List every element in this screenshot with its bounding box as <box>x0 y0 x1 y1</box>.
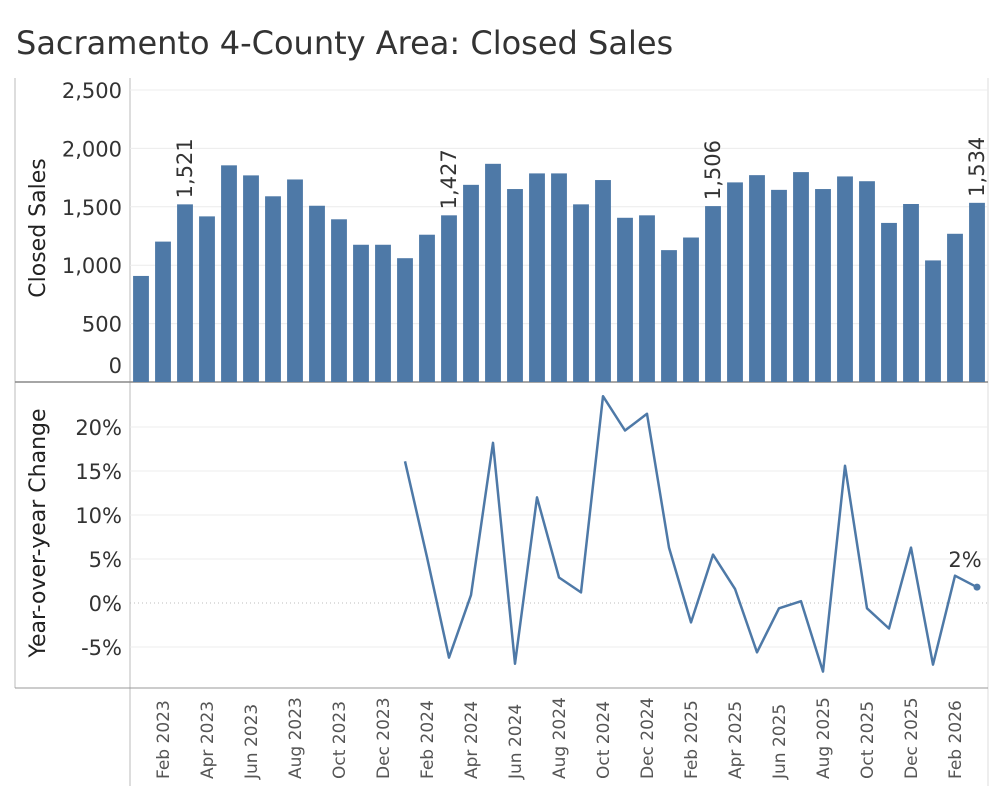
x-tick-label: Aug 2023 <box>286 697 306 779</box>
bar <box>309 205 325 382</box>
yoy-line <box>403 394 978 673</box>
bar-data-label: 1,534 <box>965 137 989 197</box>
bar <box>265 196 281 382</box>
closed-sales-axis-title: Closed Sales <box>26 158 51 297</box>
line-data-label: 2% <box>948 548 981 572</box>
y-tick-label: 500 <box>82 313 122 337</box>
x-tick-label: Oct 2023 <box>330 701 350 779</box>
x-tick-label: Dec 2025 <box>902 697 922 779</box>
closed-sales-panel: 0 500 1,000 1,500 2,000 2,500 1,521 1,427 1,506… <box>26 79 989 382</box>
x-tick-label: Feb 2024 <box>418 700 438 779</box>
bar <box>617 217 633 382</box>
bar <box>947 233 963 382</box>
closed-sales-y-ticks: 0 500 1,000 1,500 2,000 2,500 <box>62 79 122 378</box>
bar <box>727 182 743 382</box>
x-tick-label: Feb 2025 <box>682 700 702 779</box>
bar <box>463 184 479 382</box>
bar <box>155 241 171 382</box>
bar <box>661 250 677 382</box>
x-tick-label: Aug 2025 <box>814 697 834 779</box>
bar <box>397 258 413 382</box>
y-tick-label: 0 <box>109 354 122 378</box>
bar <box>793 172 809 382</box>
bar <box>925 260 941 382</box>
bar <box>529 173 545 382</box>
y-tick-label: 1,500 <box>62 196 122 220</box>
bar <box>573 204 589 382</box>
bar-data-label: 1,427 <box>437 149 461 209</box>
bar <box>771 189 787 382</box>
bar <box>595 180 611 382</box>
yoy-change-panel: -5% 0% 5% 10% 15% 20% 2% Year-over-year Chang… <box>26 394 988 673</box>
bar-data-label: 1,521 <box>173 138 197 198</box>
bar <box>331 219 347 382</box>
x-tick-label: Oct 2024 <box>594 701 614 779</box>
bar <box>639 215 655 382</box>
bar <box>903 203 919 382</box>
y-tick-label: 15% <box>75 460 122 484</box>
x-axis: Feb 2023 Apr 2023 Jun 2023 Aug 2023 Oct 2023… <box>154 697 966 780</box>
last-point-marker <box>973 583 981 591</box>
bar <box>177 204 193 382</box>
x-tick-label: Oct 2025 <box>858 701 878 779</box>
bar <box>375 244 391 382</box>
closed-sales-data-labels: 1,521 1,427 1,506 1,534 <box>173 137 989 210</box>
y-tick-label: 2,500 <box>62 79 122 103</box>
yoy-change-data-labels: 2% <box>948 548 981 572</box>
yoy-change-gridlines <box>130 426 988 648</box>
bar <box>683 237 699 382</box>
bar <box>199 216 215 382</box>
bar <box>705 206 721 382</box>
x-tick-label: Feb 2023 <box>154 700 174 779</box>
y-tick-label: 1,000 <box>62 254 122 278</box>
x-tick-label: Dec 2024 <box>638 697 658 779</box>
chart-title: Sacramento 4-County Area: Closed Sales <box>16 24 674 62</box>
closed-sales-bars <box>133 163 985 382</box>
y-tick-label: 2,000 <box>62 137 122 161</box>
bar-data-label: 1,506 <box>701 140 725 200</box>
bar <box>287 179 303 382</box>
bar <box>881 222 897 382</box>
x-tick-label: Jun 2024 <box>506 704 526 780</box>
bar <box>815 189 831 382</box>
bar <box>551 173 567 382</box>
bar <box>749 175 765 382</box>
y-tick-label: 0% <box>89 592 122 616</box>
bar <box>485 163 501 382</box>
yoy-change-axis-title: Year-over-year Change <box>26 408 51 658</box>
yoy-change-line <box>403 394 981 673</box>
x-tick-label: Aug 2024 <box>550 697 570 779</box>
bar <box>243 175 259 382</box>
y-tick-label: 10% <box>75 504 122 528</box>
y-tick-label: -5% <box>81 636 122 660</box>
bar <box>221 165 237 382</box>
bar <box>441 215 457 382</box>
y-tick-label: 20% <box>75 416 122 440</box>
x-tick-label: Dec 2023 <box>374 697 394 779</box>
bar <box>969 202 985 382</box>
bar <box>353 244 369 382</box>
bar <box>859 181 875 382</box>
yoy-change-y-ticks: -5% 0% 5% 10% 15% 20% <box>75 416 122 660</box>
bar <box>507 189 523 382</box>
bar <box>419 234 435 382</box>
bar <box>837 176 853 382</box>
x-tick-label: Apr 2024 <box>462 701 482 779</box>
bar <box>133 275 149 382</box>
y-tick-label: 5% <box>89 548 122 572</box>
x-tick-label: Feb 2026 <box>946 700 966 779</box>
x-tick-label: Apr 2025 <box>726 701 746 779</box>
x-tick-label: Jun 2023 <box>242 704 262 780</box>
x-tick-label: Jun 2025 <box>770 704 790 780</box>
x-tick-label: Apr 2023 <box>198 701 218 779</box>
